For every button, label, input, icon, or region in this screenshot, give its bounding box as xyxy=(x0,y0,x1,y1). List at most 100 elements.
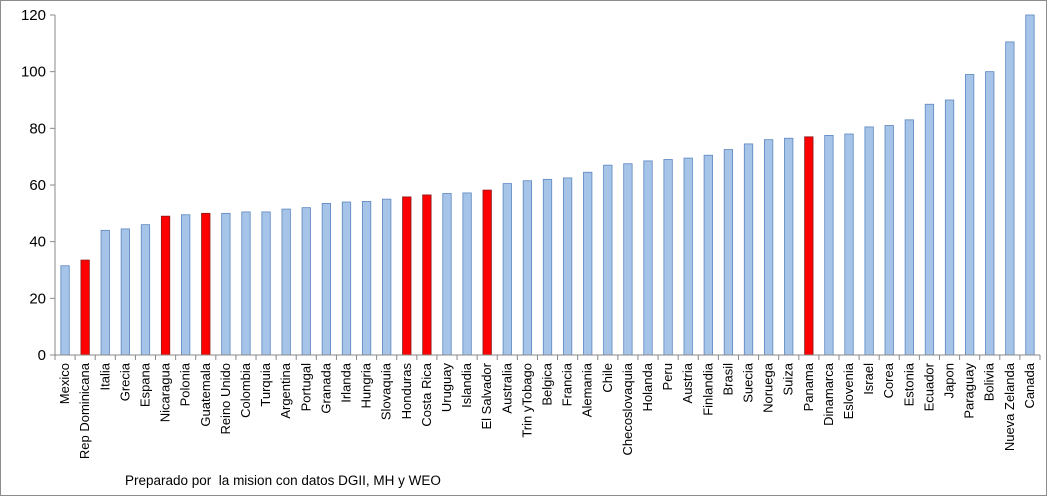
x-tick-label: Brasil xyxy=(720,363,735,396)
x-tick-label: Alemania xyxy=(580,362,595,417)
x-tick-label: Polonia xyxy=(178,362,193,406)
x-tick-label: Estonia xyxy=(901,362,916,406)
x-tick-label: Chile xyxy=(600,363,615,393)
bar xyxy=(824,135,834,356)
bar xyxy=(100,229,110,356)
x-tick-label: Rep Dominicana xyxy=(77,362,92,459)
x-tick-label: Nicaragua xyxy=(158,362,173,422)
x-tick-label: Suecia xyxy=(741,362,756,403)
x-tick-label: Checoslovaquia xyxy=(620,362,635,455)
x-tick-label: Costa Rica xyxy=(419,362,434,426)
bar xyxy=(703,154,713,356)
bar xyxy=(422,194,432,356)
x-tick-label: Eslovenia xyxy=(841,362,856,419)
y-tick-label: 120 xyxy=(21,7,46,24)
bar xyxy=(623,163,633,356)
bar xyxy=(663,159,673,356)
bar xyxy=(382,198,392,356)
bars xyxy=(60,14,1035,356)
x-tick-label: Argentina xyxy=(278,362,293,418)
x-tick-label: Noruega xyxy=(761,362,776,413)
bar xyxy=(482,189,492,356)
bar xyxy=(924,103,935,356)
bar xyxy=(160,215,171,356)
x-tick-label: Slovaquia xyxy=(379,362,394,420)
bar xyxy=(462,192,472,356)
x-tick-label: Turquia xyxy=(258,362,273,406)
x-tick-label: Nueva Zelanda xyxy=(1002,362,1017,451)
category-labels: Mexico Rep Dominicana Italia Grecia Espana Ni… xyxy=(57,362,1037,459)
bar xyxy=(985,71,995,356)
bar xyxy=(965,74,975,356)
bar xyxy=(884,125,894,356)
bar xyxy=(643,160,653,356)
x-tick-label: Espana xyxy=(137,362,152,407)
x-tick-label: Hungria xyxy=(359,362,374,408)
x-tick-label: Panama xyxy=(801,362,816,411)
x-tick-label: Japon xyxy=(942,363,957,398)
x-tick-label: Australia xyxy=(499,362,514,413)
bar xyxy=(904,119,914,356)
x-tick-label: Granada xyxy=(318,362,333,413)
bar xyxy=(764,139,774,356)
x-tick-label: Finlandia xyxy=(700,362,715,416)
bar xyxy=(743,143,754,356)
x-tick-label: Honduras xyxy=(399,363,414,420)
x-tick-label: Paraguay xyxy=(962,363,977,419)
x-tick-label: Holanda xyxy=(640,362,655,411)
bar xyxy=(402,196,412,356)
y-tick-label: 60 xyxy=(29,177,46,194)
bar xyxy=(181,214,191,356)
bar xyxy=(120,228,130,356)
bar xyxy=(261,211,271,356)
bar xyxy=(844,133,854,356)
x-tick-label: Corea xyxy=(881,362,896,398)
bar xyxy=(341,201,352,356)
bar xyxy=(1005,41,1015,356)
x-tick-label: Peru xyxy=(660,363,675,390)
y-tick-label: 100 xyxy=(21,64,46,81)
bar xyxy=(683,157,693,356)
x-tick-label: Italia xyxy=(97,362,112,390)
bar xyxy=(140,224,151,356)
y-tick-label: 0 xyxy=(38,347,46,364)
y-tick-label: 40 xyxy=(29,234,46,251)
bar xyxy=(1025,14,1035,356)
x-tick-label: Ecuador xyxy=(921,362,936,411)
x-tick-label: Islandia xyxy=(459,362,474,408)
x-axis xyxy=(54,354,1041,360)
bar xyxy=(784,137,794,356)
x-tick-label: Mexico xyxy=(57,363,72,404)
bar xyxy=(301,207,311,356)
bar xyxy=(864,126,874,356)
x-tick-label: Dinamarca xyxy=(821,362,836,426)
x-tick-label: Belgica xyxy=(540,362,555,405)
x-tick-label: Canada xyxy=(1022,362,1037,408)
source-note: Preparado por la mision con datos DGII, … xyxy=(125,473,441,488)
x-tick-label: Suiza xyxy=(781,362,796,395)
bar xyxy=(442,193,452,356)
y-axis: 0 20 40 60 80 100 120 xyxy=(21,7,56,364)
x-tick-label: Bolivia xyxy=(982,362,997,401)
x-tick-label: Colombia xyxy=(238,362,253,418)
bar xyxy=(201,212,211,356)
bar xyxy=(522,180,533,356)
x-tick-label: Trin yTobago xyxy=(519,363,534,438)
bar xyxy=(542,178,553,356)
x-tick-label: Portugal xyxy=(298,363,313,412)
x-tick-label: El Salvador xyxy=(479,362,494,429)
bar xyxy=(502,183,512,356)
bar xyxy=(804,136,814,356)
bar xyxy=(361,201,372,356)
x-tick-label: Irlanda xyxy=(338,362,353,403)
bar xyxy=(321,203,332,356)
bar xyxy=(944,99,955,356)
bar xyxy=(603,164,613,356)
x-tick-label: Uruguay xyxy=(439,363,454,413)
x-tick-label: Guatemala xyxy=(198,362,213,426)
y-tick-label: 20 xyxy=(29,290,46,307)
x-tick-label: Reino Unido xyxy=(218,363,233,435)
x-tick-label: Austria xyxy=(680,362,695,403)
